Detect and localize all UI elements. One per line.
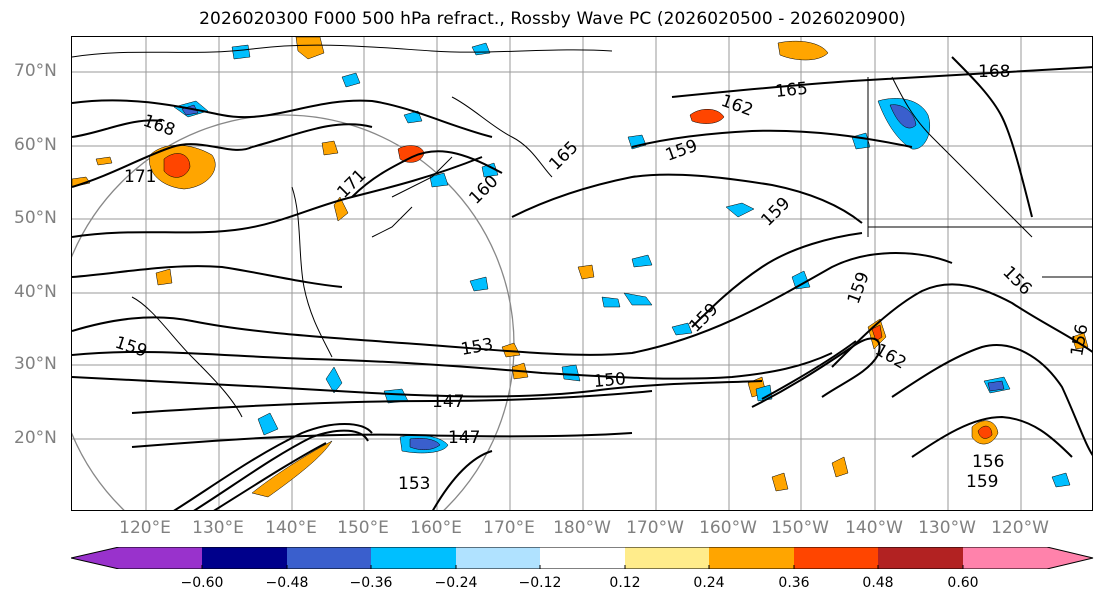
map-canvas: 168 171 171 165 165 162 162 159 159 159 …: [72, 37, 1092, 510]
lon-label-140e: 140°E: [265, 518, 317, 538]
lat-label-70n: 70°N: [14, 61, 57, 81]
colorbar-segment: [456, 547, 540, 569]
lon-label-160e: 160°E: [410, 518, 462, 538]
colorbar-tick-label: −0.12: [518, 575, 562, 591]
lon-label-130w: 130°W: [918, 518, 976, 538]
shaded-anomaly-patches: [72, 37, 1089, 498]
contour-label: 168: [978, 62, 1010, 82]
lat-label-50n: 50°N: [14, 208, 57, 228]
colorbar-segment: [794, 547, 878, 569]
contour-label: 156: [998, 262, 1035, 299]
colorbar-segment: [625, 547, 709, 569]
coastlines: [72, 44, 1092, 418]
contour-label: 159: [844, 269, 874, 306]
colorbar-segment: [540, 547, 625, 569]
lon-label-120w: 120°W: [991, 518, 1049, 538]
contour-label: 147: [448, 428, 480, 448]
colorbar-ticks: [201, 565, 964, 569]
colorbar-overflow-segment: [963, 547, 1093, 569]
lon-label-170w: 170°W: [626, 518, 684, 538]
colorbar: [71, 547, 1094, 569]
height-contours: [72, 56, 1092, 510]
contour-label: 156: [972, 452, 1004, 472]
contour-label: 159: [757, 193, 794, 230]
contour-label: 171: [124, 167, 156, 187]
contour-label: 165: [774, 79, 808, 102]
contour-label: 156: [1067, 322, 1092, 357]
colorbar-underflow-segment: [71, 547, 202, 569]
lon-label-120e: 120°E: [119, 518, 171, 538]
contour-label: 159: [966, 472, 998, 492]
lat-label-20n: 20°N: [14, 428, 57, 448]
contour-label: 150: [593, 369, 627, 392]
contour-label: 147: [432, 392, 464, 412]
lon-label-180w: 180°W: [553, 518, 611, 538]
lon-label-170e: 170°E: [483, 518, 535, 538]
colorbar-tick-label: 0.36: [778, 575, 810, 591]
lon-label-160w: 160°W: [699, 518, 757, 538]
lat-label-40n: 40°N: [14, 282, 57, 302]
colorbar-segment: [287, 547, 371, 569]
map-title: 2026020300 F000 500 hPa refract., Rossby…: [199, 9, 906, 29]
colorbar-tick-label: 0.48: [862, 575, 894, 591]
colorbar-segment: [709, 547, 794, 569]
contour-label: 165: [545, 137, 582, 174]
contour-label: 160: [465, 171, 502, 208]
colorbar-tick-label: −0.48: [265, 575, 309, 591]
colorbar-segment: [371, 547, 456, 569]
lon-label-140w: 140°W: [845, 518, 903, 538]
lat-label-60n: 60°N: [14, 135, 57, 155]
colorbar-tick-label: 0.60: [947, 575, 979, 591]
contour-label: 162: [718, 91, 755, 121]
contour-value-labels: 168 171 171 165 165 162 162 159 159 159 …: [112, 62, 1092, 494]
colorbar-tick-label: −0.24: [434, 575, 478, 591]
lon-label-130e: 130°E: [192, 518, 244, 538]
lat-label-30n: 30°N: [14, 354, 57, 374]
map-panel: 168 171 171 165 165 162 162 159 159 159 …: [71, 36, 1093, 511]
colorbar-segment: [202, 547, 287, 569]
colorbar-tick-label: −0.36: [349, 575, 393, 591]
contour-label: 153: [459, 335, 494, 360]
lon-label-150e: 150°E: [337, 518, 389, 538]
colorbar-tick-label: 0.24: [693, 575, 725, 591]
colorbar-tick-label: −0.60: [180, 575, 224, 591]
contour-label: 159: [112, 333, 149, 362]
colorbar-tick-label: 0.12: [609, 575, 641, 591]
colorbar-segment: [878, 547, 963, 569]
contour-label: 153: [398, 474, 430, 494]
lon-label-150w: 150°W: [771, 518, 829, 538]
contour-label: 171: [333, 165, 370, 202]
